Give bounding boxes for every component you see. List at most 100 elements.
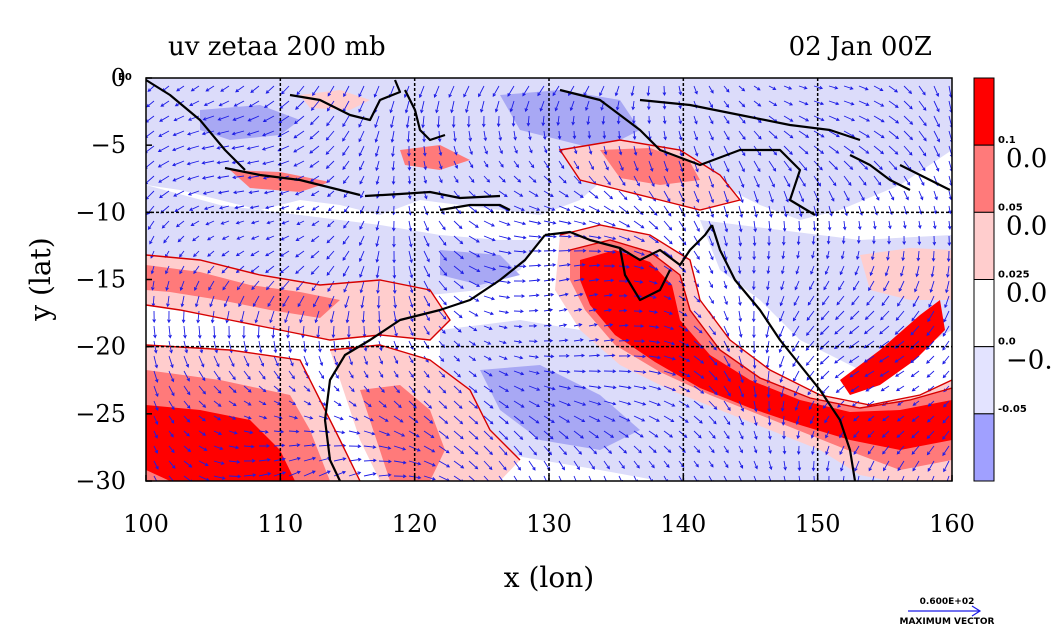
wind-vector (663, 385, 677, 392)
wind-vector (753, 220, 758, 233)
wind-vector (423, 460, 436, 467)
wind-vector (513, 175, 522, 183)
wind-vector (483, 445, 493, 456)
wind-vector (331, 325, 336, 339)
wind-vector (172, 130, 185, 137)
wind-vector (870, 250, 875, 261)
wind-vector (663, 205, 672, 217)
wind-vector (753, 190, 759, 204)
wind-vector (258, 430, 269, 434)
wind-vector (198, 430, 207, 436)
wind-vector (256, 325, 261, 339)
wind-vector (632, 115, 636, 125)
wind-vector (858, 100, 870, 106)
wind-vector (198, 400, 207, 408)
wind-vector (781, 415, 786, 426)
wind-vector (423, 145, 427, 157)
wind-vector (882, 445, 890, 455)
wind-vector (794, 400, 800, 411)
wind-vector (421, 115, 425, 129)
wind-vector (558, 277, 571, 282)
wind-vector (558, 292, 569, 297)
wind-vector (407, 175, 412, 185)
wind-vector (843, 115, 856, 122)
wind-vector (513, 145, 518, 154)
wind-vector (946, 475, 950, 481)
wind-vector (943, 400, 950, 408)
wind-vector (588, 369, 602, 374)
wind-vector (864, 310, 875, 321)
wind-vector (558, 385, 572, 390)
wind-vector (910, 355, 920, 364)
wind-vector (342, 130, 350, 142)
wind-vector (738, 220, 743, 233)
wind-vector (468, 385, 478, 393)
wind-vector (498, 145, 503, 155)
wind-vector (225, 310, 230, 324)
wind-vector (528, 263, 542, 268)
wind-vector (809, 280, 815, 291)
wind-vector (288, 400, 297, 405)
wind-vector (588, 205, 601, 213)
wind-vector (903, 190, 909, 201)
wind-vector (541, 115, 546, 127)
wind-vector (648, 280, 658, 285)
wind-vector (361, 310, 366, 324)
wind-vector (858, 145, 870, 154)
wind-vector (363, 355, 368, 366)
wind-vector (723, 310, 729, 322)
wind-vector (363, 445, 377, 449)
wind-vector (663, 130, 667, 141)
x-axis-label: x (lon) (504, 561, 594, 594)
wind-vector (798, 130, 810, 138)
wind-vector (855, 250, 860, 261)
wind-vector (265, 280, 275, 291)
wind-vector (903, 175, 911, 186)
wind-vector (173, 190, 185, 197)
wind-vector (453, 340, 461, 347)
wind-vector (423, 250, 430, 263)
wind-vector (203, 100, 215, 107)
wind-vector (663, 295, 672, 300)
wind-vector (423, 310, 430, 322)
wind-vector (946, 250, 951, 263)
wind-vector (848, 325, 860, 335)
wind-vector (202, 190, 215, 195)
wind-vector (588, 445, 598, 455)
wind-vector (179, 250, 185, 258)
coast-gulf (618, 247, 671, 302)
wind-vector (693, 220, 700, 233)
wind-vector (159, 115, 170, 122)
wind-vector (314, 310, 320, 324)
map-title-left: uv zetaa 200 mb (168, 32, 386, 62)
wind-vector (693, 85, 698, 95)
wind-vector (753, 175, 760, 188)
wind-vector (863, 325, 875, 335)
wind-vector (588, 292, 599, 297)
wind-vector (603, 353, 616, 358)
corner-label: E0 (118, 72, 132, 83)
wind-vector (933, 100, 940, 113)
wind-vector (753, 415, 758, 427)
pos-region-equator (300, 90, 370, 110)
wind-vector (390, 115, 395, 129)
wind-vector (807, 295, 815, 306)
wind-vector (543, 175, 552, 184)
wind-vector (778, 325, 785, 338)
wind-vector (573, 460, 580, 471)
wind-vector (903, 85, 913, 95)
wind-vector (177, 235, 185, 243)
wind-vector (573, 308, 583, 312)
wind-vector (751, 310, 756, 323)
wind-vector (618, 293, 628, 298)
wind-vector (295, 250, 305, 258)
wind-vector (408, 370, 414, 378)
wind-vector (933, 190, 938, 201)
wind-vector (780, 265, 785, 275)
wind-vector (375, 160, 380, 172)
wind-vector (693, 265, 700, 274)
wind-vector (873, 100, 885, 107)
wind-vector (858, 115, 871, 122)
wind-vector (766, 265, 771, 275)
wind-vector (828, 175, 837, 187)
